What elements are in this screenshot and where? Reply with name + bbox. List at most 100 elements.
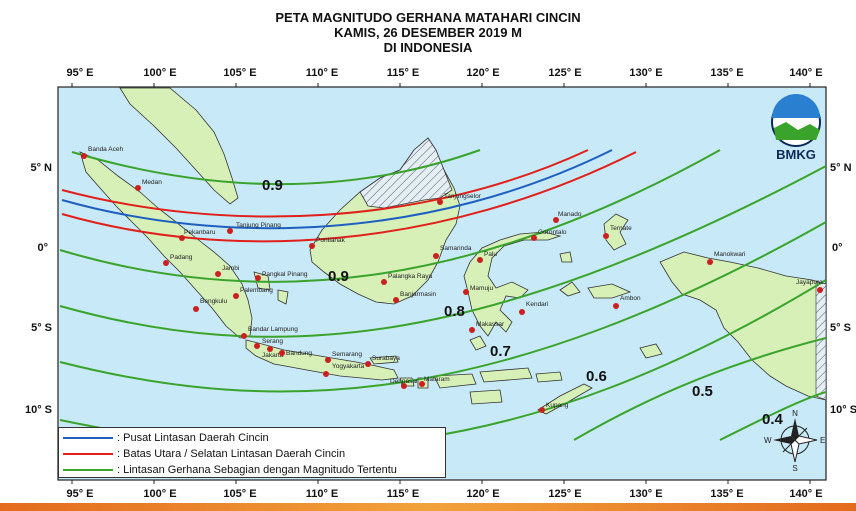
city-label: Serang xyxy=(262,338,283,345)
city-marker xyxy=(309,243,315,249)
city-label: Manokwari xyxy=(714,251,745,258)
compass-west: W xyxy=(764,436,772,445)
city-label: Mataram xyxy=(424,376,450,383)
city-marker xyxy=(163,260,169,266)
legend-swatch-green xyxy=(63,468,113,471)
city-label: Ternate xyxy=(610,225,632,232)
lon-label-top: 125° E xyxy=(548,67,581,79)
city-label: Tanjung Pinang xyxy=(236,222,281,229)
magnitude-lines xyxy=(59,149,826,449)
map-subtitle-date: KAMIS, 26 DESEMBER 2019 M xyxy=(334,25,522,40)
city-marker xyxy=(519,309,525,315)
city-marker xyxy=(603,233,609,239)
papua-island xyxy=(659,251,826,401)
city-label: Palembang xyxy=(240,287,273,294)
city-label: Palu xyxy=(484,251,497,258)
city-label: Bandung xyxy=(286,350,312,357)
city-marker xyxy=(437,199,443,205)
city-marker xyxy=(325,357,331,363)
city-marker xyxy=(707,259,713,265)
legend-label: : Lintasan Gerhana Sebagian dengan Magni… xyxy=(117,463,397,476)
city-marker xyxy=(241,333,247,339)
center-line xyxy=(61,149,613,230)
lon-label-bottom: 125° E xyxy=(548,488,581,500)
limit-lines xyxy=(61,149,637,243)
lat-label-right: 5° S xyxy=(830,322,851,334)
compass-east: E xyxy=(820,436,825,445)
lon-label-top: 95° E xyxy=(66,67,93,79)
legend-item-center: : Pusat Lintasan Daerah Cincin xyxy=(63,430,269,445)
lon-label-top: 105° E xyxy=(223,67,256,79)
city-marker xyxy=(81,153,87,159)
city-label: Jakarta xyxy=(262,352,284,359)
lon-label-bottom: 100° E xyxy=(143,488,176,500)
city-marker xyxy=(227,228,233,234)
map-title: PETA MAGNITUDO GERHANA MATAHARI CINCIN xyxy=(275,10,581,25)
magnitude-label: 0.7 xyxy=(490,343,511,360)
city-marker xyxy=(323,371,329,377)
lat-label-right: 0° xyxy=(832,242,843,254)
city-marker xyxy=(477,257,483,263)
city-marker xyxy=(463,289,469,295)
lon-label-bottom: 135° E xyxy=(710,488,743,500)
city-label: Padang xyxy=(170,254,193,261)
city-label: Medan xyxy=(142,179,162,186)
malaysia-hatched-region xyxy=(359,137,453,209)
magnitude-label: 0.5 xyxy=(692,383,713,400)
magnitude-label: 0.9 xyxy=(262,177,283,194)
city-marker xyxy=(469,327,475,333)
map-subtitle-region: DI INDONESIA xyxy=(383,40,473,55)
magnitude-label: 0.4 xyxy=(762,411,784,428)
lat-label-left: 10° S xyxy=(25,404,52,416)
city-label: Bengkulu xyxy=(200,298,227,305)
city-label: Jambi xyxy=(222,265,239,272)
city-marker xyxy=(193,306,199,312)
city-label: Pangkal Pinang xyxy=(262,271,308,278)
city-label: Palangka Raya xyxy=(388,273,432,280)
city-marker xyxy=(553,217,559,223)
lon-label-top: 135° E xyxy=(710,67,743,79)
city-label: Bandar Lampung xyxy=(248,326,298,333)
magnitude-label: 0.8 xyxy=(444,303,465,320)
lon-label-bottom: 140° E xyxy=(789,488,822,500)
legend-label: : Pusat Lintasan Daerah Cincin xyxy=(117,431,269,444)
city-label: Makassar xyxy=(476,321,505,328)
lat-label-right: 10° S xyxy=(830,404,856,416)
magnitude-label: 0.9 xyxy=(328,268,349,285)
city-marker xyxy=(401,383,407,389)
city-label: Denpasar xyxy=(390,378,419,385)
lon-label-top: 120° E xyxy=(466,67,499,79)
lon-label-top: 110° E xyxy=(306,67,339,79)
legend-swatch-red xyxy=(63,452,113,455)
city-marker xyxy=(255,275,261,281)
city-label: Surabaya xyxy=(372,355,400,362)
city-label: Tanjungselor xyxy=(444,193,482,200)
lon-label-top: 130° E xyxy=(629,67,662,79)
java-island xyxy=(245,339,399,381)
city-marker xyxy=(267,346,273,352)
city-label: Gorontalo xyxy=(538,229,567,236)
city-label: Pekanbaru xyxy=(184,229,216,236)
city-marker xyxy=(393,297,399,303)
lon-label-top: 115° E xyxy=(387,67,420,79)
lon-label-top: 140° E xyxy=(789,67,822,79)
lon-label-bottom: 110° E xyxy=(306,488,339,500)
city-label: Mamuju xyxy=(470,285,494,292)
city-marker xyxy=(279,350,285,356)
lon-label-bottom: 130° E xyxy=(629,488,662,500)
city-marker xyxy=(817,287,823,293)
legend-label: : Batas Utara / Selatan Lintasan Daerah … xyxy=(117,447,346,460)
city-label: Banda Aceh xyxy=(88,146,123,153)
lat-label-left: 5° S xyxy=(31,322,52,334)
legend-swatch-blue xyxy=(63,436,113,439)
city-marker xyxy=(365,361,371,367)
lat-label-left: 5° N xyxy=(30,162,52,174)
bmkg-logo: BMKG xyxy=(771,94,821,162)
city-label: Kupang xyxy=(546,402,569,409)
city-label: Banjarmasin xyxy=(400,291,437,298)
map-legend: : Pusat Lintasan Daerah Cincin : Batas U… xyxy=(58,427,446,478)
city-marker xyxy=(419,381,425,387)
city-marker xyxy=(254,343,260,349)
city-label: Manado xyxy=(558,211,582,218)
